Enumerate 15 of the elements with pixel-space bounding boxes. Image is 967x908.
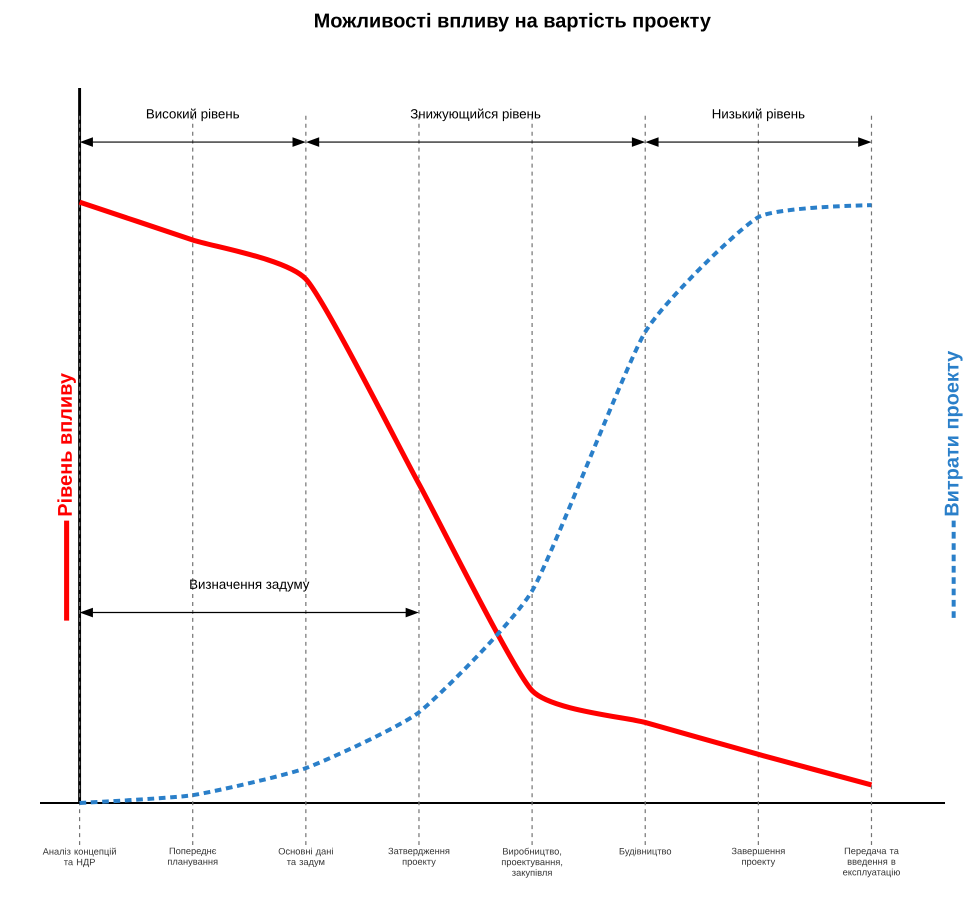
text: Знижующийся рівень: [410, 108, 540, 122]
x-tick-label: Затвердження проекту: [388, 848, 450, 867]
x-tick-label: Попереднє планування: [168, 848, 218, 867]
text: Низький рівень: [712, 108, 804, 122]
text: Високий рівень: [146, 108, 240, 122]
chart-title: Можливості впливу на вартість проекту: [315, 12, 711, 32]
x-tick-label: Виробництво, проектування, закупівля: [502, 848, 562, 878]
x-tick-label: Передача та введення в експлуатацію: [843, 848, 900, 878]
x-tick-label: Будівництво: [620, 848, 672, 856]
annotation: Визначення задуму: [190, 580, 310, 592]
x-tick-label: Завершення проекту: [732, 848, 785, 867]
x-tick-label: Основні дані та задум: [278, 848, 333, 867]
x-tick-label: Аналіз концепцій та НДР: [42, 848, 116, 868]
text: Рівень впливу: [57, 373, 76, 516]
text: Витрати проекту: [944, 350, 963, 516]
